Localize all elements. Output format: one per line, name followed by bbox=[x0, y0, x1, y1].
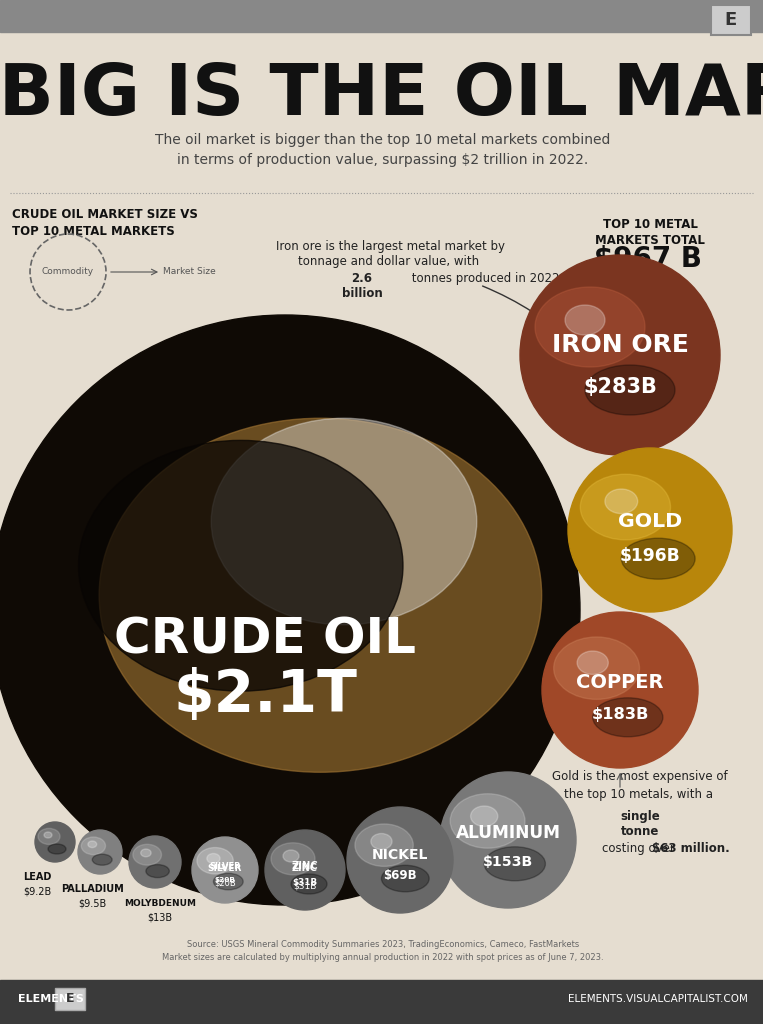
Text: $967 B: $967 B bbox=[594, 245, 702, 273]
Ellipse shape bbox=[371, 834, 392, 849]
Text: NICKEL: NICKEL bbox=[372, 848, 428, 862]
Text: $153B: $153B bbox=[483, 855, 533, 868]
Text: PALLADIUM: PALLADIUM bbox=[60, 884, 124, 894]
Text: ZINC: ZINC bbox=[292, 863, 318, 873]
Text: $2.1T: $2.1T bbox=[173, 667, 357, 724]
Text: The oil market is bigger than the top 10 metal markets combined
in terms of prod: The oil market is bigger than the top 10… bbox=[156, 133, 610, 167]
Text: ELEMENTS.VISUALCAPITALIST.COM: ELEMENTS.VISUALCAPITALIST.COM bbox=[568, 994, 748, 1004]
FancyBboxPatch shape bbox=[711, 5, 751, 35]
Text: costing over: costing over bbox=[602, 842, 678, 855]
Ellipse shape bbox=[207, 853, 220, 863]
Text: ZINC: ZINC bbox=[291, 861, 318, 871]
Ellipse shape bbox=[82, 837, 105, 855]
Circle shape bbox=[129, 836, 181, 888]
Text: $63 million.: $63 million. bbox=[652, 842, 729, 855]
Circle shape bbox=[78, 830, 122, 874]
Circle shape bbox=[568, 449, 732, 612]
Ellipse shape bbox=[291, 874, 327, 894]
Circle shape bbox=[520, 255, 720, 455]
Text: LEAD: LEAD bbox=[23, 872, 51, 882]
Ellipse shape bbox=[581, 474, 671, 540]
Text: $69B: $69B bbox=[383, 869, 417, 883]
Text: single
tonne: single tonne bbox=[620, 810, 660, 838]
Text: $31B: $31B bbox=[293, 882, 317, 891]
Text: SILVER: SILVER bbox=[209, 862, 240, 871]
Text: ALUMINUM: ALUMINUM bbox=[456, 824, 561, 842]
Text: HOW BIG IS THE OIL MARKET?: HOW BIG IS THE OIL MARKET? bbox=[0, 60, 763, 129]
Text: Gold is the most expensive of
the top 10 metals, with a: Gold is the most expensive of the top 10… bbox=[552, 770, 728, 801]
Ellipse shape bbox=[214, 873, 243, 890]
Circle shape bbox=[35, 822, 75, 862]
Text: E: E bbox=[66, 992, 74, 1006]
Ellipse shape bbox=[211, 418, 477, 625]
Ellipse shape bbox=[577, 651, 608, 675]
Ellipse shape bbox=[605, 489, 638, 514]
Text: $20B: $20B bbox=[214, 879, 236, 888]
Text: GOLD: GOLD bbox=[618, 512, 682, 531]
FancyBboxPatch shape bbox=[55, 988, 85, 1010]
Text: ELEMENTS: ELEMENTS bbox=[18, 994, 84, 1004]
Circle shape bbox=[440, 772, 576, 908]
Text: $196B: $196B bbox=[620, 547, 681, 565]
Ellipse shape bbox=[471, 806, 497, 826]
Text: $183B: $183B bbox=[591, 708, 649, 723]
Ellipse shape bbox=[92, 854, 112, 865]
Text: COPPER: COPPER bbox=[576, 673, 664, 691]
Circle shape bbox=[347, 807, 453, 913]
Text: $283B: $283B bbox=[583, 377, 657, 397]
Ellipse shape bbox=[621, 539, 695, 580]
Ellipse shape bbox=[355, 824, 414, 866]
Ellipse shape bbox=[283, 850, 299, 862]
Ellipse shape bbox=[382, 865, 429, 892]
Ellipse shape bbox=[554, 637, 639, 699]
Ellipse shape bbox=[44, 831, 52, 838]
Text: CRUDE OIL MARKET SIZE VS
TOP 10 METAL MARKETS: CRUDE OIL MARKET SIZE VS TOP 10 METAL MA… bbox=[12, 208, 198, 238]
Text: 2.6
billion: 2.6 billion bbox=[342, 272, 382, 300]
Text: IRON ORE: IRON ORE bbox=[552, 333, 688, 357]
Ellipse shape bbox=[99, 418, 542, 772]
Text: $20B: $20B bbox=[214, 877, 236, 883]
Ellipse shape bbox=[271, 843, 315, 874]
Text: CRUDE OIL: CRUDE OIL bbox=[114, 616, 416, 664]
Circle shape bbox=[542, 612, 698, 768]
Ellipse shape bbox=[197, 848, 233, 873]
Ellipse shape bbox=[585, 365, 675, 415]
Ellipse shape bbox=[48, 844, 66, 854]
Ellipse shape bbox=[88, 841, 97, 848]
Ellipse shape bbox=[535, 287, 645, 367]
Text: $9.2B: $9.2B bbox=[23, 886, 51, 896]
Text: E: E bbox=[725, 11, 737, 29]
Text: $13B: $13B bbox=[147, 912, 172, 922]
Ellipse shape bbox=[146, 864, 169, 878]
Text: Commodity: Commodity bbox=[42, 267, 94, 276]
Text: tonnes produced in 2022.: tonnes produced in 2022. bbox=[408, 272, 563, 285]
Text: $31B: $31B bbox=[292, 878, 317, 887]
Circle shape bbox=[265, 830, 345, 910]
Ellipse shape bbox=[565, 305, 605, 335]
Ellipse shape bbox=[450, 794, 525, 848]
Bar bbox=[0, 0, 763, 32]
Text: TOP 10 METAL
MARKETS TOTAL: TOP 10 METAL MARKETS TOTAL bbox=[595, 218, 705, 247]
Text: Market Size: Market Size bbox=[163, 267, 216, 276]
Text: $9.5B: $9.5B bbox=[78, 898, 106, 908]
Ellipse shape bbox=[485, 847, 546, 881]
Text: SILVER: SILVER bbox=[208, 864, 242, 872]
Ellipse shape bbox=[140, 849, 151, 857]
Text: Iron ore is the largest metal market by
tonnage and dollar value, with: Iron ore is the largest metal market by … bbox=[275, 240, 504, 268]
Text: Source: USGS Mineral Commodity Summaries 2023, TradingEconomics, Cameco, FastMar: Source: USGS Mineral Commodity Summaries… bbox=[163, 940, 604, 962]
Ellipse shape bbox=[593, 697, 663, 737]
Ellipse shape bbox=[38, 828, 60, 845]
Bar bbox=[0, 980, 763, 1024]
Text: MOLYBDENUM: MOLYBDENUM bbox=[124, 899, 196, 908]
Ellipse shape bbox=[133, 845, 162, 865]
Circle shape bbox=[192, 837, 258, 903]
Ellipse shape bbox=[79, 440, 403, 691]
Circle shape bbox=[0, 315, 580, 905]
